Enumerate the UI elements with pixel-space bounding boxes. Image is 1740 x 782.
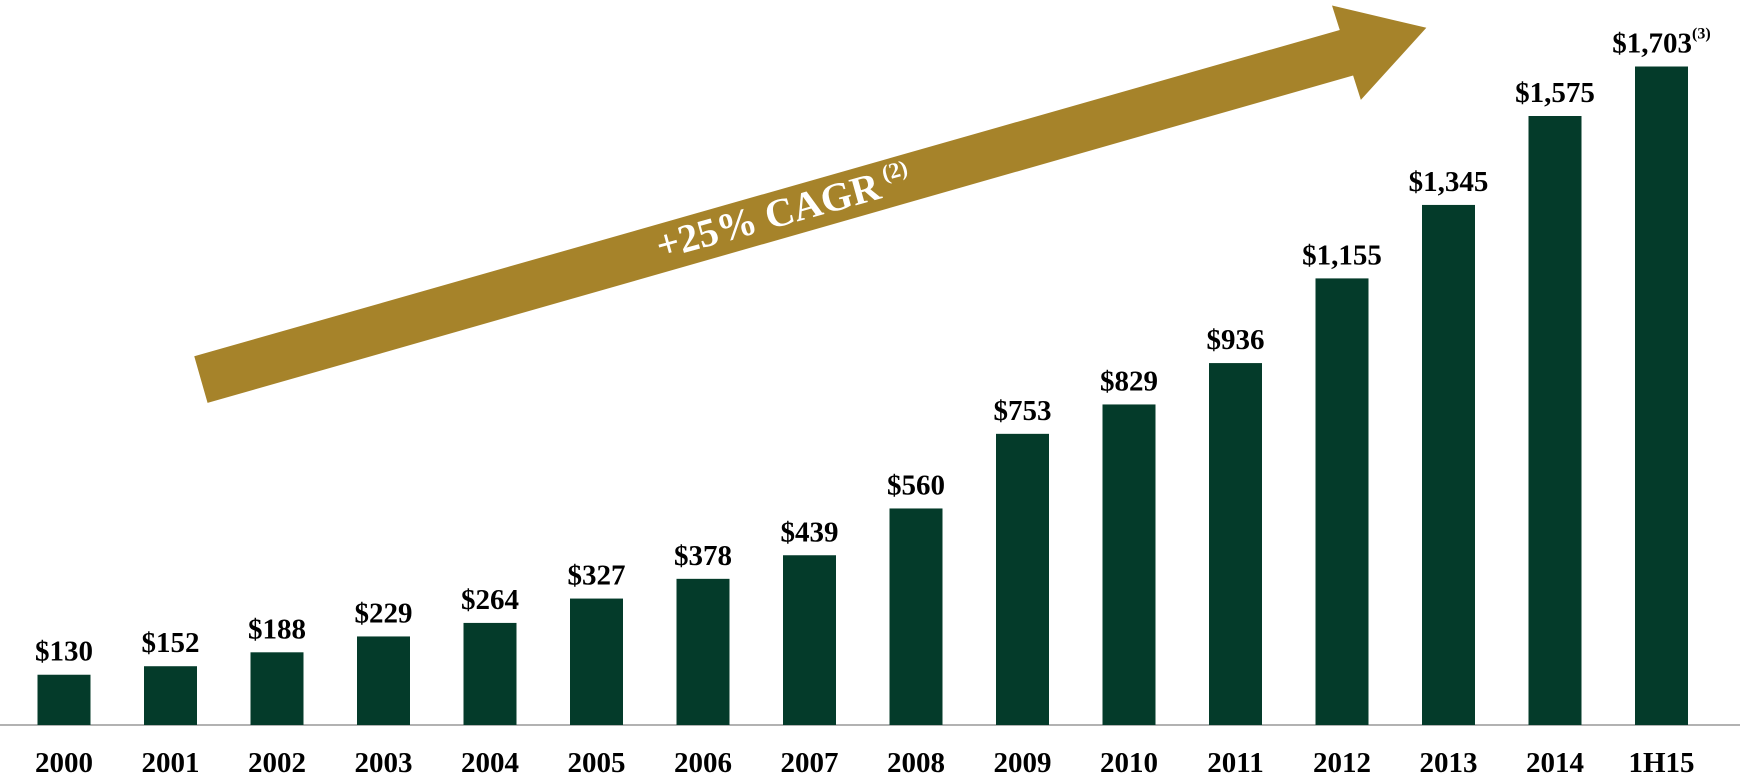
x-tick-label: 2006	[674, 747, 732, 777]
x-tick-label: 2013	[1420, 747, 1478, 777]
x-tick-label: 2011	[1207, 747, 1263, 777]
value-label-text: $560	[887, 469, 945, 501]
value-label-text: $829	[1100, 365, 1158, 397]
bar	[1102, 404, 1156, 725]
value-label-note: (3)	[1692, 26, 1711, 43]
value-label-text: $327	[568, 560, 626, 592]
bar	[1528, 116, 1582, 725]
value-label: $378	[674, 540, 732, 572]
bar	[783, 555, 836, 725]
x-tick-label: 2008	[887, 747, 945, 777]
value-label-text: $1,345	[1409, 166, 1489, 198]
value-label-text: $1,703	[1612, 28, 1692, 60]
x-tick-label: 2001	[142, 747, 200, 777]
value-label: $1,345	[1409, 166, 1489, 198]
value-label: $264	[461, 584, 519, 616]
value-label-text: $264	[461, 584, 519, 616]
bar	[996, 433, 1049, 725]
value-label: $1,703(3)	[1612, 26, 1710, 60]
cagr-arrow	[194, 5, 1427, 403]
cagr-value: +25% CAGR	[651, 163, 886, 268]
value-label: $130	[35, 636, 93, 668]
value-label: $439	[781, 516, 839, 548]
x-tick-label: 2012	[1313, 747, 1371, 777]
bar	[357, 636, 410, 725]
value-label: $1,575	[1515, 77, 1595, 109]
value-label-text: $439	[781, 516, 839, 548]
value-label: $188	[248, 613, 306, 645]
x-tick-label: 2014	[1526, 747, 1584, 777]
x-tick-label: 2000	[35, 747, 93, 777]
value-label-text: $378	[674, 540, 732, 572]
x-tick-label: 2003	[355, 747, 413, 777]
bar	[1315, 278, 1369, 725]
value-label-text: $152	[142, 627, 200, 659]
value-label-text: $753	[994, 395, 1052, 427]
x-tick-label: 2010	[1100, 747, 1158, 777]
value-label: $560	[887, 469, 945, 501]
value-label: $829	[1100, 365, 1158, 397]
x-tick-label: 1H15	[1628, 747, 1694, 777]
x-tick-label: 2004	[461, 747, 519, 777]
bar	[889, 508, 943, 725]
value-label-text: $1,575	[1515, 77, 1595, 109]
value-label: $1,155	[1302, 239, 1382, 271]
bar	[1635, 66, 1688, 726]
bar	[37, 674, 91, 725]
value-label: $936	[1207, 324, 1265, 356]
value-label: $327	[568, 560, 626, 592]
value-label-text: $229	[355, 597, 413, 629]
bar	[570, 598, 623, 725]
x-tick-label: 2005	[568, 747, 626, 777]
bar	[250, 652, 304, 725]
bar	[1209, 363, 1262, 725]
value-label-text: $936	[1207, 324, 1265, 356]
value-label: $229	[355, 597, 413, 629]
x-tick-label: 2009	[994, 747, 1052, 777]
value-label: $152	[142, 627, 200, 659]
value-label: $753	[994, 395, 1052, 427]
bar	[1422, 204, 1475, 725]
value-label-text: $1,155	[1302, 239, 1382, 271]
value-label-text: $188	[248, 613, 306, 645]
x-tick-label: 2002	[248, 747, 306, 777]
value-label-text: $130	[35, 636, 93, 668]
bar	[144, 666, 197, 725]
bar	[676, 578, 730, 725]
x-tick-label: 2007	[781, 747, 839, 777]
bar	[463, 622, 517, 725]
